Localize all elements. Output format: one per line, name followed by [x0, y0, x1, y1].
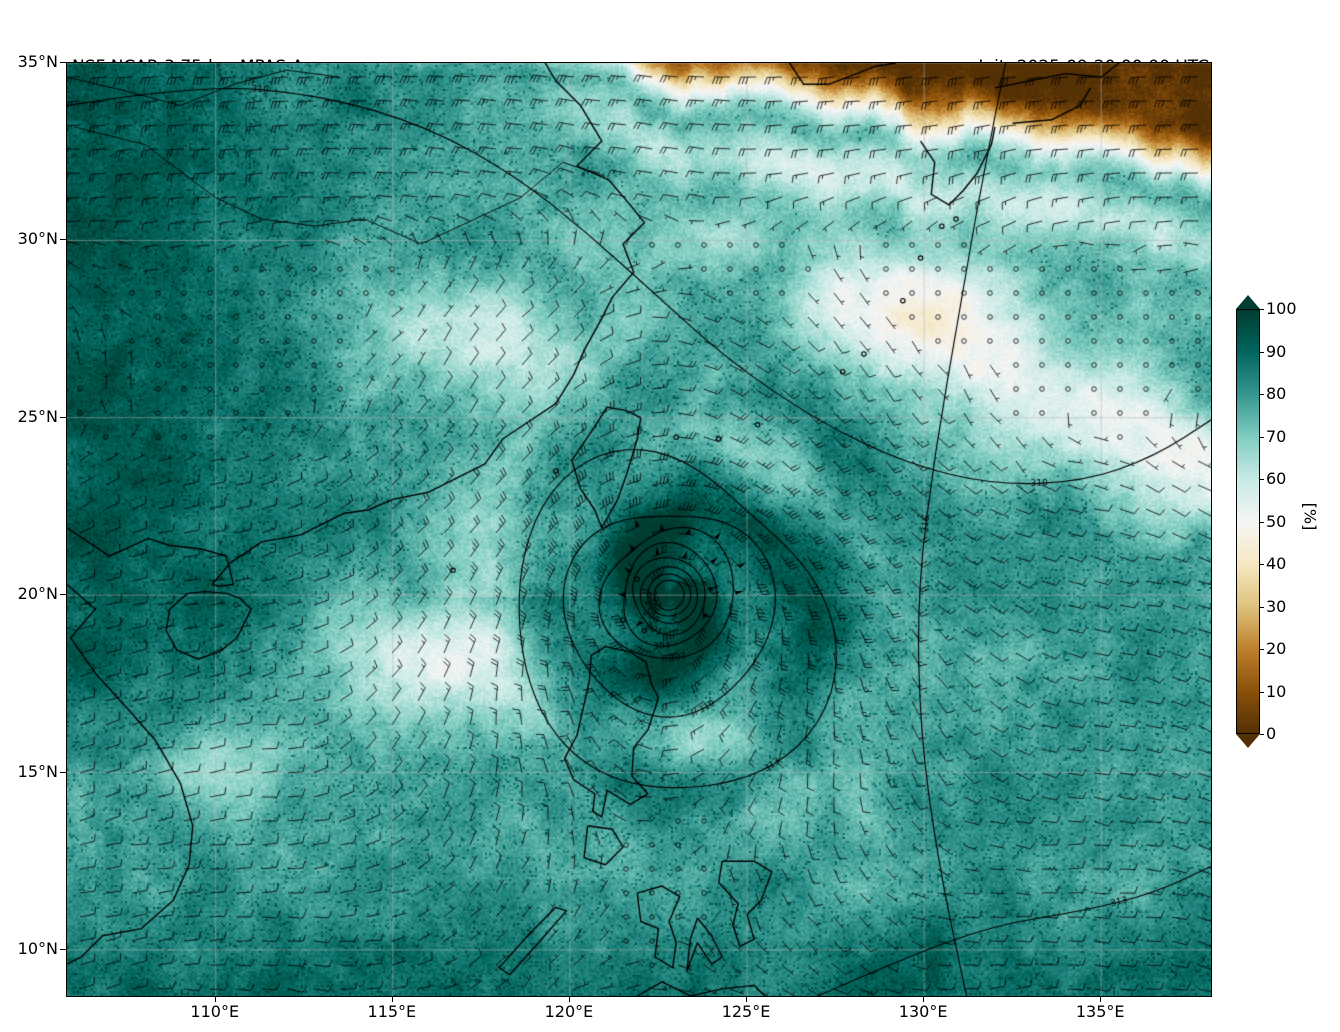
weather-map-canvas: [67, 63, 1211, 996]
colorbar-tickmark: [1260, 734, 1264, 735]
colorbar-tick-label: 30: [1266, 596, 1287, 616]
x-tickmark: [391, 996, 393, 1002]
y-tick-label: 20°N: [17, 584, 58, 604]
y-tick-label: 25°N: [17, 406, 58, 426]
y-tick-label: 30°N: [17, 229, 58, 249]
colorbar-top-arrow: [1236, 295, 1260, 309]
colorbar-tick-label: 90: [1266, 341, 1287, 361]
colorbar-tickmark: [1260, 691, 1264, 693]
y-tickmark: [60, 62, 66, 63]
x-tick-label: 130°E: [898, 1002, 948, 1021]
colorbar-tickmark: [1260, 521, 1264, 523]
colorbar-tickmark: [1260, 564, 1264, 565]
x-tickmark: [746, 996, 748, 1002]
colorbar-unit-label: [%]: [1300, 502, 1320, 531]
colorbar-tick-label: 50: [1266, 511, 1287, 531]
x-tick-label: 135°E: [1075, 1002, 1125, 1021]
colorbar-tick-label: 60: [1266, 469, 1287, 488]
colorbar-tickmark: [1260, 309, 1264, 310]
colorbar-tick-label: 10: [1266, 681, 1287, 701]
x-tickmark: [1100, 996, 1102, 1002]
colorbar-tick-label: 40: [1266, 554, 1287, 573]
x-tickmark: [923, 996, 925, 1002]
x-tickmark: [214, 996, 216, 1002]
colorbar-tickmark: [1260, 436, 1264, 438]
colorbar-bottom-arrow: [1236, 734, 1260, 748]
y-tick-label: 10°N: [17, 938, 58, 958]
y-tickmark: [60, 416, 66, 418]
colorbar-tick-label: 80: [1266, 384, 1287, 403]
colorbar-tickmark: [1260, 394, 1264, 395]
y-tick-label: 35°N: [17, 52, 58, 71]
colorbar-gradient: [1236, 309, 1260, 734]
colorbar-tickmark: [1260, 649, 1264, 650]
y-tickmark: [60, 771, 66, 773]
colorbar-tickmark: [1260, 351, 1264, 353]
colorbar: [1236, 295, 1260, 748]
x-tick-label: 115°E: [367, 1002, 417, 1021]
x-tick-label: 110°E: [190, 1002, 240, 1021]
x-tickmark: [568, 996, 570, 1002]
y-tickmark: [60, 594, 66, 596]
colorbar-tick-label: 70: [1266, 426, 1287, 446]
colorbar-tickmark: [1260, 479, 1264, 480]
y-tickmark: [60, 948, 66, 950]
x-tick-label: 125°E: [721, 1002, 771, 1021]
colorbar-tick-label: 20: [1266, 639, 1287, 658]
x-tick-label: 120°E: [544, 1002, 594, 1021]
map-frame: [66, 62, 1212, 997]
colorbar-tickmark: [1260, 606, 1264, 608]
y-tick-label: 15°N: [17, 761, 58, 781]
colorbar-tick-label: 100: [1266, 299, 1297, 318]
colorbar-tick-label: 0: [1266, 724, 1277, 743]
y-tickmark: [60, 239, 66, 241]
